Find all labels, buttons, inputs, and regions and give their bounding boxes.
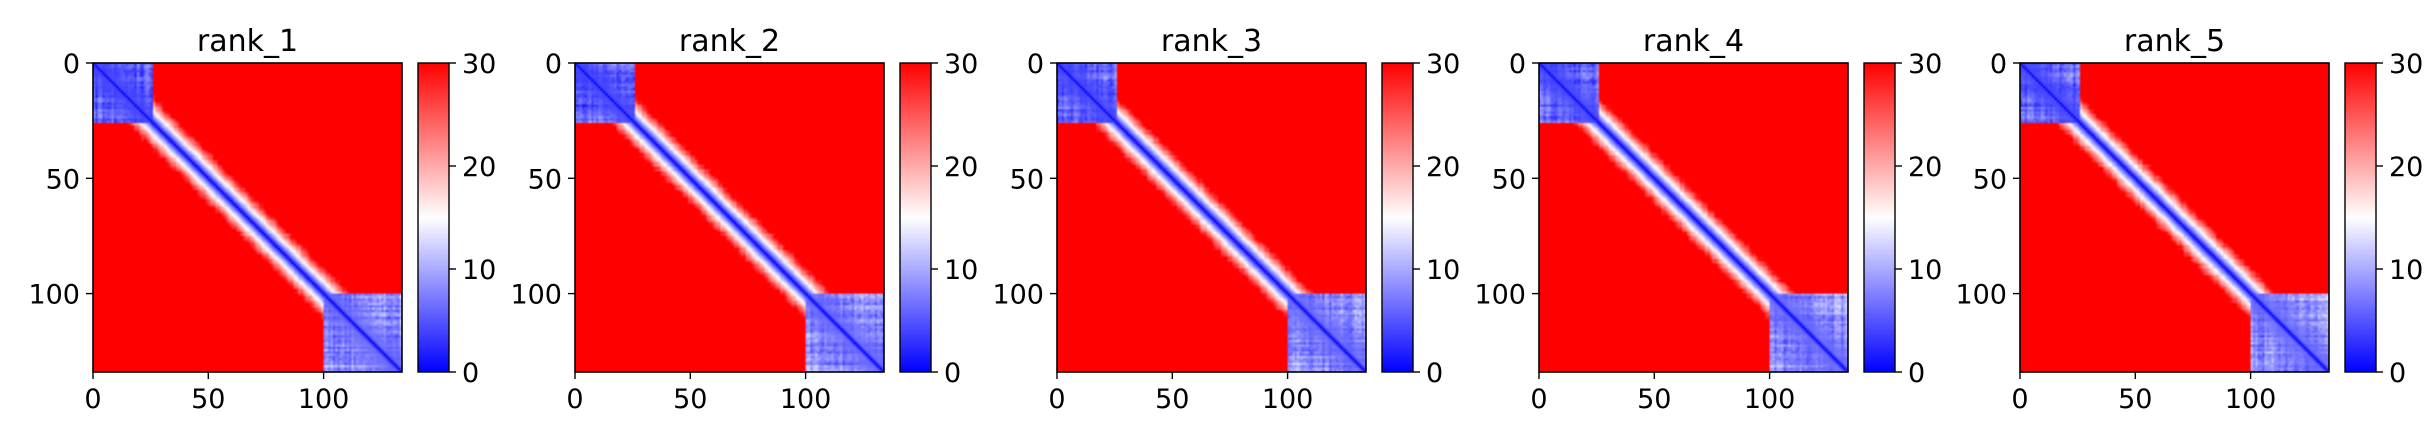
x-tick-label: 100 — [780, 384, 832, 415]
y-tick-label: 50 — [46, 164, 80, 195]
y-tick-label: 100 — [28, 280, 80, 311]
x-tick-label: 0 — [566, 384, 583, 415]
colorbar-tick-label: 20 — [944, 152, 978, 183]
chart-panel-3: rank_3 0 50 100 0 50 100 0 10 20 30 — [992, 24, 1460, 415]
colorbar — [2344, 62, 2377, 373]
y-tick-label: 0 — [545, 49, 562, 80]
x-tick-label: 0 — [84, 384, 101, 415]
y-tick-label: 0 — [1509, 49, 1526, 80]
x-tick-label: 0 — [1530, 384, 1547, 415]
colorbar-tick-label: 10 — [462, 255, 496, 286]
y-tick-label: 0 — [1027, 49, 1044, 80]
y-tick-label: 50 — [1492, 164, 1526, 195]
colorbar-tick-label: 10 — [944, 255, 978, 286]
x-tick-label: 0 — [2011, 384, 2028, 415]
colorbar-tick-label: 0 — [2389, 358, 2406, 389]
y-tick-label: 100 — [1474, 280, 1526, 311]
y-tick-label: 0 — [1990, 49, 2007, 80]
y-tick-label: 50 — [1010, 164, 1044, 195]
colorbar-tick-label: 0 — [1426, 358, 1443, 389]
x-tick-label: 100 — [2225, 384, 2277, 415]
colorbar — [1863, 62, 1896, 373]
heatmap-image — [575, 63, 884, 372]
x-tick-label: 100 — [1262, 384, 1314, 415]
chart-panel-5: rank_5 0 50 100 0 50 100 0 10 20 30 — [1955, 24, 2423, 415]
chart-title: rank_4 — [1643, 24, 1744, 59]
colorbar — [1381, 62, 1414, 373]
colorbar-tick-label: 10 — [1426, 255, 1460, 286]
colorbar-tick-label: 10 — [2389, 255, 2423, 286]
y-tick-label: 50 — [528, 164, 562, 195]
x-tick-label: 50 — [2118, 384, 2152, 415]
heatmap-image — [2020, 63, 2329, 372]
chart-title: rank_5 — [2124, 24, 2225, 59]
colorbar — [899, 62, 932, 373]
colorbar-tick-label: 0 — [944, 358, 961, 389]
y-tick-label: 100 — [992, 280, 1044, 311]
colorbar-tick-label: 30 — [944, 49, 978, 80]
x-tick-label: 50 — [1155, 384, 1189, 415]
axes-frame — [1056, 62, 1367, 373]
axes-frame — [1538, 62, 1849, 373]
colorbar-tick-label: 20 — [2389, 152, 2423, 183]
chart-title: rank_3 — [1161, 24, 1262, 59]
chart-panel-4: rank_4 0 50 100 0 50 100 0 10 20 30 — [1474, 24, 1942, 415]
x-tick-label: 50 — [1637, 384, 1671, 415]
y-tick-label: 50 — [1973, 164, 2007, 195]
heatmap-image — [1539, 63, 1848, 372]
colorbar-tick-label: 10 — [1908, 255, 1942, 286]
colorbar-tick-label: 30 — [462, 49, 496, 80]
heatmap-image — [1057, 63, 1366, 372]
chart-title: rank_2 — [679, 24, 780, 59]
axes-frame — [92, 62, 403, 373]
colorbar-tick-label: 20 — [462, 152, 496, 183]
y-tick-label: 100 — [510, 280, 562, 311]
chart-panel-2: rank_2 0 50 100 0 50 100 0 10 20 30 — [510, 24, 978, 415]
heatmap-image — [93, 63, 402, 372]
colorbar-tick-label: 30 — [1426, 49, 1460, 80]
colorbar-tick-label: 20 — [1426, 152, 1460, 183]
x-tick-label: 50 — [673, 384, 707, 415]
y-tick-label: 0 — [63, 49, 80, 80]
x-tick-label: 0 — [1048, 384, 1065, 415]
x-tick-label: 50 — [191, 384, 225, 415]
colorbar-tick-label: 30 — [1908, 49, 1942, 80]
colorbar — [417, 62, 450, 373]
colorbar-tick-label: 0 — [462, 358, 479, 389]
axes-frame — [574, 62, 885, 373]
x-tick-label: 100 — [298, 384, 350, 415]
x-tick-label: 100 — [1744, 384, 1796, 415]
y-tick-label: 100 — [1955, 280, 2007, 311]
colorbar-tick-label: 20 — [1908, 152, 1942, 183]
colorbar-tick-label: 0 — [1908, 358, 1925, 389]
chart-title: rank_1 — [197, 24, 298, 59]
axes-frame — [2019, 62, 2330, 373]
colorbar-tick-label: 30 — [2389, 49, 2423, 80]
chart-panel-1: rank_1 0 50 100 0 50 100 0 10 20 30 — [28, 24, 496, 415]
